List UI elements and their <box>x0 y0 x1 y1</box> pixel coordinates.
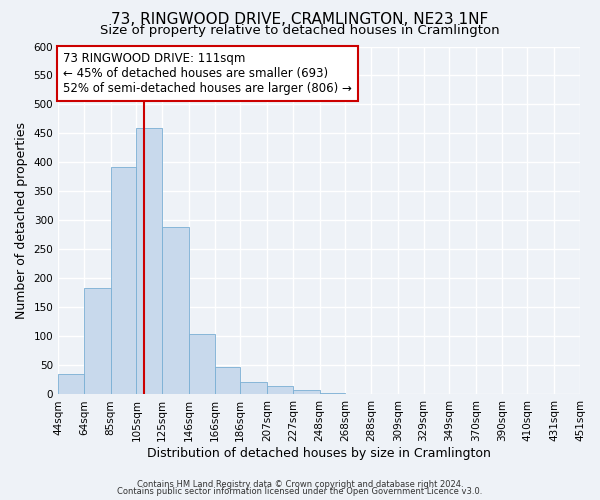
Bar <box>136 128 162 394</box>
Bar <box>267 386 293 394</box>
Bar <box>162 228 189 394</box>
Bar <box>293 390 320 394</box>
Text: Contains HM Land Registry data © Crown copyright and database right 2024.: Contains HM Land Registry data © Crown c… <box>137 480 463 489</box>
Bar <box>58 374 84 394</box>
Bar <box>189 334 215 394</box>
Y-axis label: Number of detached properties: Number of detached properties <box>15 122 28 319</box>
X-axis label: Distribution of detached houses by size in Cramlington: Distribution of detached houses by size … <box>147 447 491 460</box>
Text: 73 RINGWOOD DRIVE: 111sqm
← 45% of detached houses are smaller (693)
52% of semi: 73 RINGWOOD DRIVE: 111sqm ← 45% of detac… <box>64 52 352 94</box>
Bar <box>240 382 267 394</box>
Bar <box>215 366 240 394</box>
Text: Size of property relative to detached houses in Cramlington: Size of property relative to detached ho… <box>100 24 500 37</box>
Text: 73, RINGWOOD DRIVE, CRAMLINGTON, NE23 1NF: 73, RINGWOOD DRIVE, CRAMLINGTON, NE23 1N… <box>112 12 488 28</box>
Bar <box>111 166 136 394</box>
Bar <box>84 288 111 395</box>
Text: Contains public sector information licensed under the Open Government Licence v3: Contains public sector information licen… <box>118 487 482 496</box>
